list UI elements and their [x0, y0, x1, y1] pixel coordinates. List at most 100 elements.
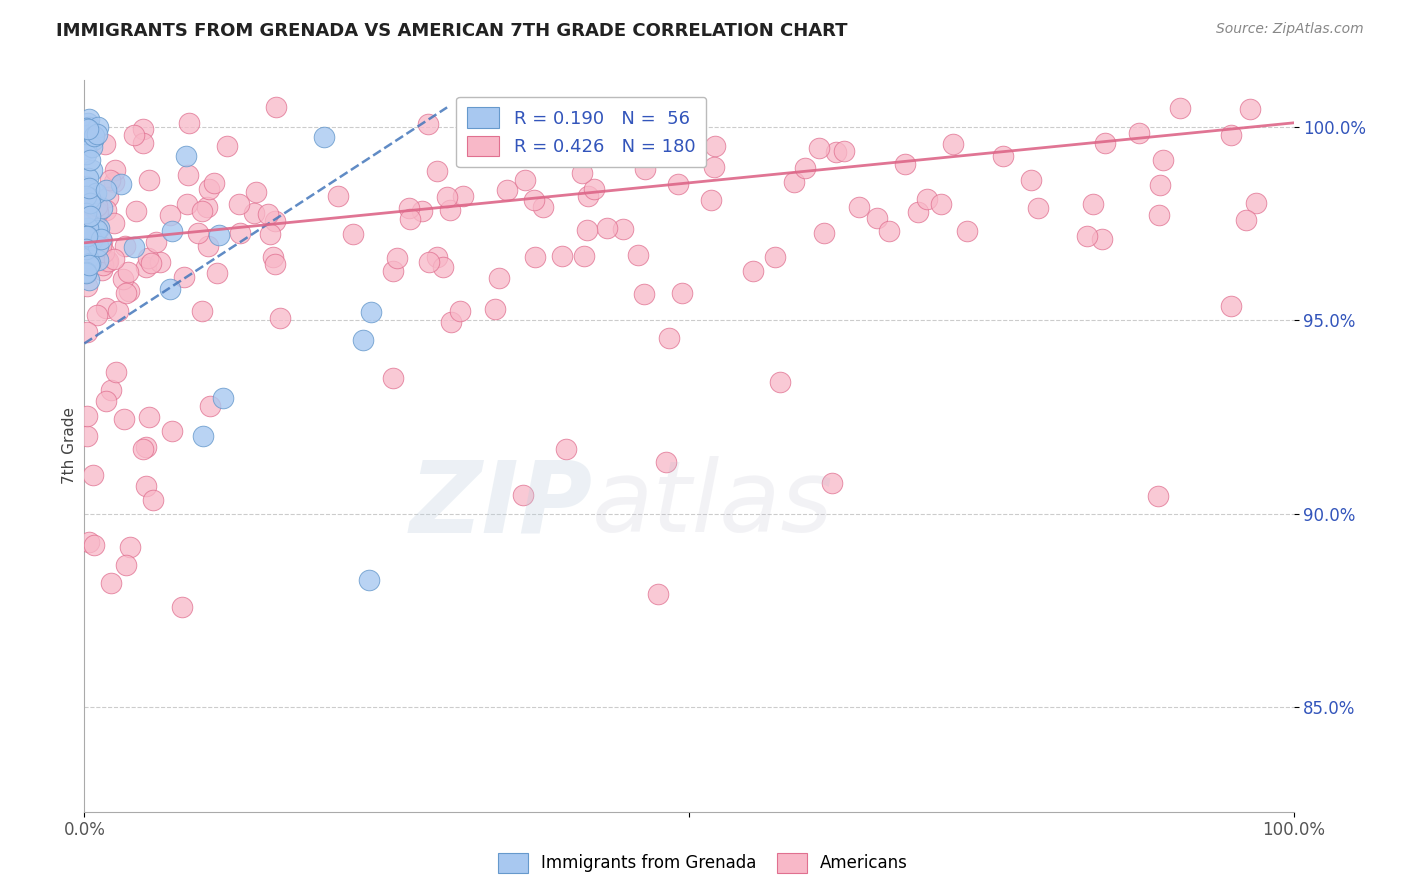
- Point: [162, 424, 184, 438]
- Point: [75, 189, 97, 203]
- Point: [75, 142, 97, 156]
- Point: [77, 272, 100, 286]
- Point: [416, 117, 439, 131]
- Point: [135, 260, 157, 274]
- Point: [77, 120, 100, 134]
- Point: [633, 287, 655, 301]
- Text: IMMIGRANTS FROM GRENADA VS AMERICAN 7TH GRADE CORRELATION CHART: IMMIGRANTS FROM GRENADA VS AMERICAN 7TH …: [56, 22, 848, 40]
- Point: [80, 233, 103, 247]
- Point: [76, 238, 98, 252]
- Point: [381, 264, 404, 278]
- Point: [117, 265, 139, 279]
- Point: [84, 186, 107, 201]
- Point: [813, 226, 835, 240]
- Point: [1091, 232, 1114, 246]
- Point: [834, 145, 856, 159]
- Point: [115, 558, 138, 572]
- Point: [582, 182, 605, 196]
- Point: [907, 205, 929, 219]
- Point: [312, 129, 335, 144]
- Point: [124, 204, 146, 219]
- Point: [80, 140, 103, 154]
- Point: [90, 247, 112, 261]
- Point: [79, 256, 101, 270]
- Point: [135, 479, 157, 493]
- Point: [359, 573, 381, 587]
- Point: [360, 305, 382, 319]
- Point: [75, 265, 97, 279]
- Point: [1147, 489, 1170, 503]
- Point: [654, 455, 676, 469]
- Point: [118, 284, 141, 298]
- Point: [83, 129, 105, 144]
- Point: [83, 538, 105, 552]
- Point: [97, 189, 120, 203]
- Point: [173, 269, 195, 284]
- Point: [1152, 153, 1174, 167]
- Point: [671, 286, 693, 301]
- Point: [103, 175, 125, 189]
- Point: [87, 237, 110, 252]
- Point: [110, 177, 132, 191]
- Point: [941, 136, 963, 151]
- Point: [76, 429, 98, 443]
- Point: [200, 399, 222, 413]
- Point: [100, 383, 122, 397]
- Point: [187, 226, 209, 240]
- Point: [700, 193, 723, 207]
- Point: [86, 199, 108, 213]
- Point: [93, 245, 115, 260]
- Point: [578, 188, 600, 202]
- Point: [75, 242, 97, 256]
- Point: [263, 214, 285, 228]
- Point: [229, 226, 252, 240]
- Point: [76, 135, 98, 149]
- Y-axis label: 7th Grade: 7th Grade: [62, 408, 77, 484]
- Point: [77, 258, 100, 272]
- Point: [328, 188, 350, 202]
- Point: [426, 163, 449, 178]
- Point: [243, 206, 266, 220]
- Point: [79, 153, 101, 168]
- Point: [440, 315, 463, 329]
- Point: [89, 221, 111, 235]
- Point: [86, 205, 108, 219]
- Point: [94, 202, 117, 217]
- Point: [228, 196, 250, 211]
- Point: [94, 183, 117, 197]
- Point: [1234, 213, 1257, 227]
- Point: [197, 182, 219, 196]
- Point: [82, 468, 104, 483]
- Point: [76, 248, 98, 262]
- Point: [90, 201, 112, 215]
- Point: [159, 208, 181, 222]
- Point: [418, 254, 440, 268]
- Point: [634, 161, 657, 176]
- Point: [512, 488, 534, 502]
- Point: [576, 223, 599, 237]
- Point: [398, 212, 420, 227]
- Point: [1128, 126, 1150, 140]
- Point: [877, 224, 900, 238]
- Point: [138, 173, 160, 187]
- Point: [79, 209, 101, 223]
- Point: [149, 255, 172, 269]
- Point: [1219, 128, 1241, 142]
- Point: [1081, 197, 1104, 211]
- Point: [1147, 208, 1170, 222]
- Point: [808, 141, 831, 155]
- Point: [177, 116, 200, 130]
- Point: [195, 200, 218, 214]
- Point: [269, 310, 291, 325]
- Point: [86, 309, 108, 323]
- Point: [262, 250, 284, 264]
- Point: [1026, 201, 1049, 215]
- Point: [93, 258, 115, 272]
- Legend: R = 0.190   N =  56, R = 0.426   N = 180: R = 0.190 N = 56, R = 0.426 N = 180: [456, 96, 706, 167]
- Point: [75, 178, 97, 193]
- Point: [488, 271, 510, 285]
- Point: [484, 301, 506, 316]
- Point: [87, 120, 110, 135]
- Point: [426, 250, 449, 264]
- Point: [956, 224, 979, 238]
